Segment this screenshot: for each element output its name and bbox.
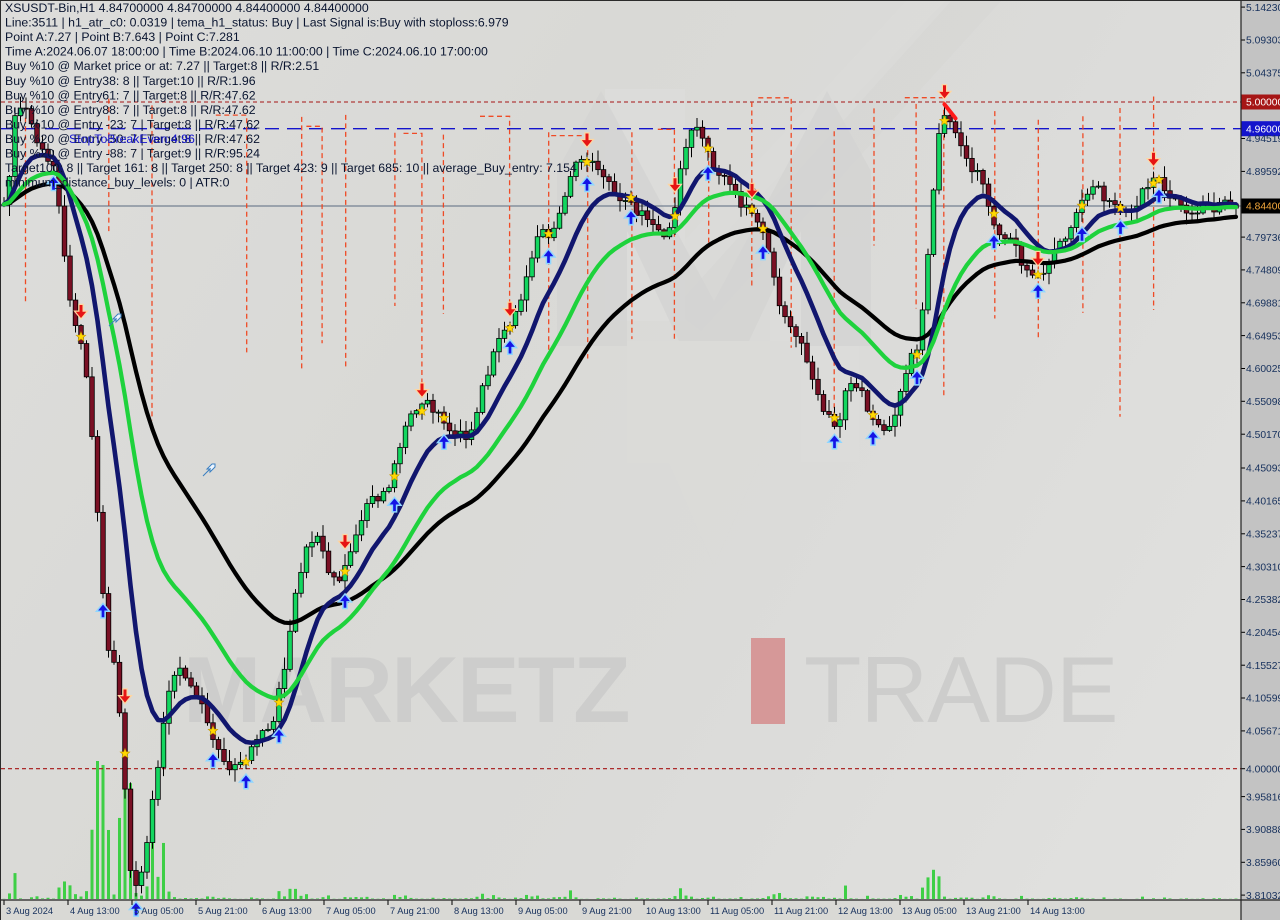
- svg-text:7 Aug 05:00: 7 Aug 05:00: [326, 906, 376, 916]
- svg-text:9 Aug 05:00: 9 Aug 05:00: [518, 906, 568, 916]
- svg-text:10 Aug 13:00: 10 Aug 13:00: [646, 906, 701, 916]
- svg-text:13 Aug 21:00: 13 Aug 21:00: [966, 906, 1021, 916]
- svg-text:7 Aug 21:00: 7 Aug 21:00: [390, 906, 440, 916]
- svg-text:4.20454: 4.20454: [1246, 628, 1280, 639]
- svg-text:5 Aug 21:00: 5 Aug 21:00: [198, 906, 248, 916]
- svg-text:MARKETZ: MARKETZ: [183, 637, 629, 742]
- svg-text:3.95816: 3.95816: [1246, 792, 1280, 803]
- svg-text:5.00000: 5.00000: [1246, 98, 1280, 109]
- svg-text:4.50170: 4.50170: [1246, 430, 1280, 441]
- svg-text:5 Aug 05:00: 5 Aug 05:00: [134, 906, 184, 916]
- svg-text:4.40165: 4.40165: [1246, 497, 1280, 508]
- svg-text:4.45093: 4.45093: [1246, 464, 1280, 475]
- svg-text:XSUSDT-Bin,H1 4.84700000 4.8: XSUSDT-Bin,H1 4.84700000 4.84700000 4.84…: [5, 1, 369, 15]
- svg-text:12 Aug 13:00: 12 Aug 13:00: [838, 906, 893, 916]
- svg-text:TRADE: TRADE: [804, 637, 1118, 742]
- svg-text:4.30310: 4.30310: [1246, 562, 1280, 573]
- svg-text:Buy %10 @ Entry -23: 7 | Targe: Buy %10 @ Entry -23: 7 | Target:8 || R/R…: [5, 117, 260, 131]
- svg-text:Buy %10 @ Entry61: 7 || Target: Buy %10 @ Entry61: 7 || Target:8 || R/R:…: [5, 88, 256, 102]
- svg-text:11 Aug 05:00: 11 Aug 05:00: [710, 906, 764, 916]
- svg-text:3.90888: 3.90888: [1246, 825, 1280, 836]
- svg-text:9 Aug 21:00: 9 Aug 21:00: [582, 906, 632, 916]
- svg-text:Buy %10 @ Entry88: 7 || Target: Buy %10 @ Entry88: 7 || Target:8 || R/R:…: [5, 103, 256, 117]
- svg-text:14 Aug 13:00: 14 Aug 13:00: [1030, 906, 1085, 916]
- svg-text:4.94519: 4.94519: [1246, 134, 1280, 145]
- svg-text:5.09303: 5.09303: [1246, 36, 1280, 47]
- svg-text:4 Aug 13:00: 4 Aug 13:00: [70, 906, 120, 916]
- svg-text:6 Aug 13:00: 6 Aug 13:00: [262, 906, 312, 916]
- svg-text:3.85960: 3.85960: [1246, 858, 1280, 869]
- svg-text:11 Aug 21:00: 11 Aug 21:00: [774, 906, 828, 916]
- svg-text:4.00000: 4.00000: [1246, 764, 1280, 775]
- svg-text:4.74809: 4.74809: [1246, 266, 1280, 277]
- svg-text:4.64953: 4.64953: [1246, 331, 1280, 342]
- svg-text:Time A:2024.06.07 18:00:00 | T: Time A:2024.06.07 18:00:00 | Time B:2024…: [5, 45, 488, 59]
- svg-text:Buy %10 @ Entry38: 8 || Target: Buy %10 @ Entry38: 8 || Target:10 || R/R…: [5, 74, 256, 88]
- svg-text:8 Aug 13:00: 8 Aug 13:00: [454, 906, 504, 916]
- svg-text:Buy %20 @ Entry -88: 7 | Targe: Buy %20 @ Entry -88: 7 | Target:9 || R/R…: [5, 147, 260, 161]
- svg-text:5.04375: 5.04375: [1246, 69, 1280, 80]
- svg-text:Line:3511 | h1_atr_c0: 0.0319: Line:3511 | h1_atr_c0: 0.0319 | tema_h1_…: [5, 16, 509, 30]
- svg-text:Buy %10 @ Market price or at:: Buy %10 @ Market price or at: 7.27 || Ta…: [5, 59, 319, 73]
- svg-text:4.69881: 4.69881: [1246, 299, 1280, 310]
- svg-text:4.60025: 4.60025: [1246, 364, 1280, 375]
- svg-text:3 Aug 2024: 3 Aug 2024: [6, 906, 53, 916]
- svg-text:4.35237: 4.35237: [1246, 530, 1280, 541]
- svg-text:minimum_distance_buy_levels: 0: minimum_distance_buy_levels: 0 | ATR:0: [5, 176, 230, 190]
- svg-text:4.89592: 4.89592: [1246, 167, 1280, 178]
- svg-text:4.55098: 4.55098: [1246, 397, 1280, 408]
- svg-text:4.10599: 4.10599: [1246, 694, 1280, 705]
- svg-text:Target100: 8 || Target 161: 8: Target100: 8 || Target 161: 8 || Target …: [5, 161, 577, 175]
- svg-text:4.15527: 4.15527: [1246, 661, 1280, 672]
- svg-text:13 Aug 05:00: 13 Aug 05:00: [902, 906, 957, 916]
- svg-text:Point A:7.27 | Point B:7.643 |: Point A:7.27 | Point B:7.643 | Point C:7…: [5, 30, 240, 44]
- svg-text:4.84400: 4.84400: [1246, 202, 1280, 213]
- svg-text:5.14230: 5.14230: [1246, 3, 1280, 14]
- svg-text:StopToBreakEven:4.96: StopToBreakEven:4.96: [69, 132, 195, 146]
- svg-text:4.79736: 4.79736: [1246, 233, 1280, 244]
- svg-text:4.05671: 4.05671: [1246, 727, 1280, 738]
- svg-text:4.25382: 4.25382: [1246, 595, 1280, 606]
